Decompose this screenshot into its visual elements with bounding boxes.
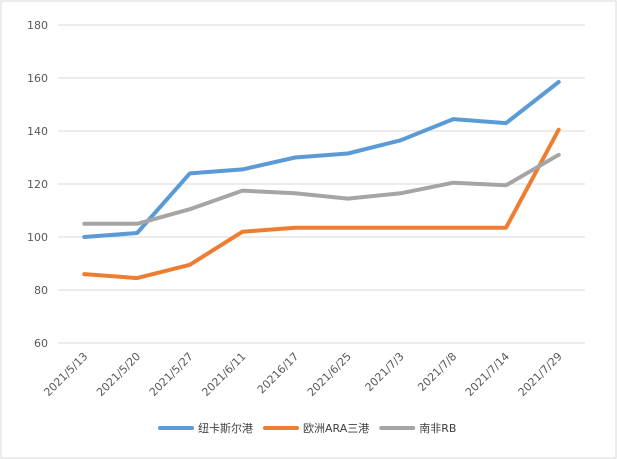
- legend-label: 纽卡斯尔港: [198, 421, 253, 435]
- series-line-0: [82, 80, 561, 239]
- y-axis-ticks: 60 80 100 120 140 160 180: [27, 19, 48, 350]
- legend: 纽卡斯尔港 欧洲ARA三港 南非RB: [158, 421, 456, 435]
- y-tick-label: 180: [27, 19, 48, 32]
- y-tick-label: 100: [27, 231, 48, 244]
- legend-item-1: 欧洲ARA三港: [263, 422, 369, 435]
- legend-item-0: 纽卡斯尔港: [158, 421, 253, 435]
- series-lines: [82, 80, 561, 281]
- y-tick-label: 120: [27, 178, 48, 191]
- gridlines: [58, 24, 585, 344]
- legend-label: 南非RB: [419, 422, 456, 435]
- series-line-2: [82, 152, 561, 226]
- y-tick-label: 80: [34, 284, 48, 297]
- y-tick-label: 60: [34, 337, 48, 350]
- legend-label: 欧洲ARA三港: [303, 422, 369, 435]
- legend-item-2: 南非RB: [379, 422, 456, 435]
- series-line-1: [82, 127, 561, 281]
- y-tick-label: 160: [27, 72, 48, 85]
- y-tick-label: 140: [27, 125, 48, 138]
